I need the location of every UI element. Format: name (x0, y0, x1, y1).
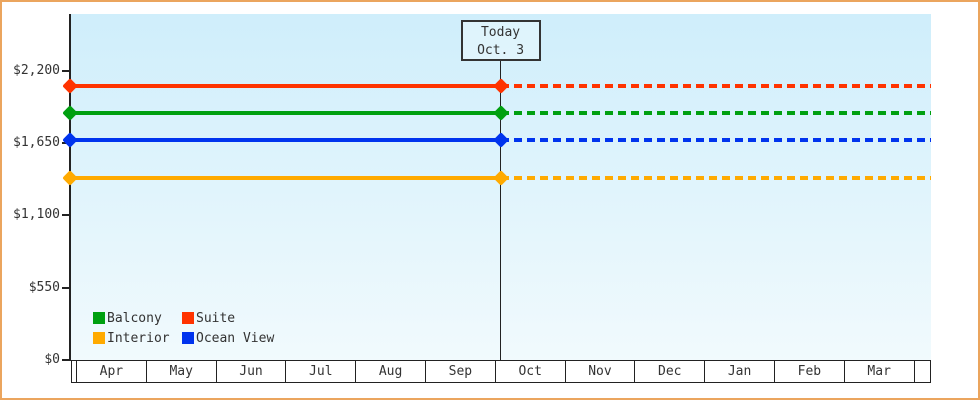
legend-label: Balcony (107, 310, 162, 326)
y-axis-label: $1,650 (13, 134, 60, 150)
legend-entry-suite: Suite (182, 311, 235, 326)
x-axis-month-aug: Aug (356, 361, 426, 382)
x-axis-month-mar: Mar (845, 361, 915, 382)
x-axis-month-jul: Jul (286, 361, 357, 382)
legend-swatch-interior (93, 332, 105, 344)
x-axis-month-partial (915, 361, 930, 382)
legend: Balcony Suite Interior Ocean View (93, 308, 274, 348)
legend-label: Ocean View (196, 330, 275, 346)
today-date-label: Oct. 3 (477, 43, 525, 58)
today-label-box: Today Oct. 3 (460, 20, 541, 61)
legend-label: Interior (107, 330, 170, 346)
y-axis-label: $2,200 (13, 62, 60, 78)
x-axis-month-may: May (147, 361, 217, 382)
today-label: Today (480, 25, 521, 40)
series-interior-dashed-line (500, 176, 931, 181)
y-axis-tick (62, 69, 70, 72)
x-axis-month-jan: Jan (705, 361, 775, 382)
y-axis (69, 14, 71, 361)
today-line (499, 61, 502, 360)
legend-swatch-ocean-view (182, 332, 194, 344)
series-suite-solid-line (71, 84, 501, 89)
x-axis-spacer (72, 361, 77, 382)
y-axis-tick (62, 286, 70, 289)
legend-swatch-suite (182, 312, 194, 324)
y-axis-label: $1,100 (13, 207, 60, 223)
series-ocean-view-dashed-line (500, 137, 931, 142)
legend-label: Suite (196, 310, 236, 326)
legend-swatch-balcony (93, 312, 105, 324)
y-axis-tick (62, 214, 70, 217)
x-axis-month-feb: Feb (775, 361, 845, 382)
x-axis-month-jun: Jun (217, 361, 287, 382)
series-balcony-dashed-line (500, 111, 931, 116)
y-axis-label: $0 (44, 352, 60, 367)
x-axis-month-sep: Sep (426, 361, 496, 382)
x-axis-month-apr: Apr (77, 361, 147, 382)
x-axis-month-dec: Dec (635, 361, 706, 382)
y-axis-tick (62, 359, 70, 361)
x-axis-month-nov: Nov (566, 361, 636, 382)
series-interior-solid-line (71, 176, 501, 181)
legend-entry-balcony: Balcony (93, 311, 182, 326)
series-ocean-view-solid-line (71, 137, 501, 142)
legend-entry-ocean-view: Ocean View (182, 331, 274, 346)
series-suite-dashed-line (500, 84, 931, 89)
series-balcony-solid-line (71, 111, 501, 116)
legend-entry-interior: Interior (93, 331, 182, 346)
legend-row: Interior Ocean View (93, 328, 274, 348)
legend-row: Balcony Suite (93, 308, 274, 328)
x-axis-month-row: Apr May Jun Jul Aug Sep Oct Nov Dec Jan Feb Mar (71, 360, 931, 383)
y-axis-label: $550 (28, 279, 60, 295)
x-axis-month-oct: Oct (496, 361, 566, 382)
